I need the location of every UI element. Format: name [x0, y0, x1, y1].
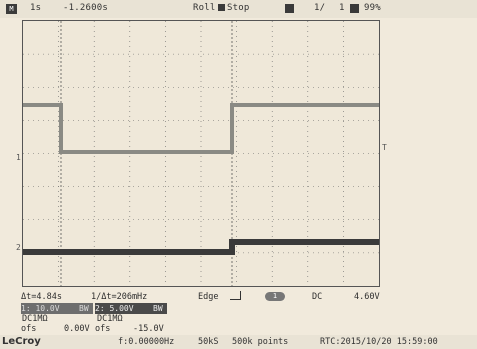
ch1-trace [23, 103, 379, 154]
camera-icon[interactable] [285, 4, 294, 13]
trigger-level-marker[interactable]: T [382, 143, 387, 152]
ch1-scale: 1: 10.0V [21, 304, 60, 313]
top-status-bar: M 1s -1.2600s Roll Stop 1/ 1 99% [0, 0, 477, 18]
ch1-offset: 0.00V [64, 324, 90, 334]
waveform-grid[interactable] [22, 20, 380, 287]
waveform-plot [23, 21, 379, 286]
ch1-ground-marker[interactable]: 1 [16, 153, 21, 162]
math-icon[interactable]: M [6, 4, 17, 14]
zoom-value: 99% [364, 3, 381, 13]
record-points: 500k points [232, 337, 289, 347]
trigger-source-badge[interactable]: 1 [265, 292, 285, 301]
ch2-ground-marker[interactable]: 2 [16, 243, 21, 252]
ch1-scale-box[interactable]: 1: 10.0V BW [21, 303, 93, 314]
battery-icon [350, 4, 359, 13]
frequency-readout: f:0.00000Hz [118, 337, 175, 347]
ch2-offset: -15.0V [133, 324, 164, 334]
acq-count: 1/ [314, 3, 326, 13]
trigger-type[interactable]: Edge [198, 292, 219, 302]
stop-indicator[interactable]: Stop [218, 3, 249, 13]
ch2-coupling: DC1MΩ [97, 314, 123, 324]
trigger-coupling[interactable]: DC [312, 292, 323, 302]
ch2-scale-box[interactable]: 2: 5.00V BW [95, 303, 167, 314]
rtc-clock: RTC:2015/10/20 15:59:00 [320, 337, 438, 347]
ch2-trace [23, 239, 379, 255]
timebase-value[interactable]: 1s [30, 3, 42, 13]
mode-roll[interactable]: Roll [193, 3, 216, 13]
ch1-coupling: DC1MΩ [22, 314, 48, 324]
stop-icon [218, 4, 225, 11]
inverse-delta-t-readout: 1/Δt=206mHz [91, 292, 148, 302]
ch1-bw-label: BW [79, 304, 89, 313]
brand-logo: LeCroy [2, 336, 41, 347]
mode-stop: Stop [227, 3, 250, 13]
delay-value[interactable]: -1.2600s [63, 3, 108, 13]
sample-rate: 50kS [198, 337, 219, 347]
trigger-level[interactable]: 4.60V [354, 292, 380, 302]
bottom-status-bar: LeCroy f:0.00000Hz 50kS 500k points RTC:… [0, 335, 477, 349]
ch1-offset-label: ofs [21, 324, 37, 334]
ch2-bw-label: BW [153, 304, 163, 313]
ch2-offset-label: ofs [95, 324, 111, 334]
delta-t-readout: Δt=4.84s [21, 292, 62, 302]
ch2-scale: 2: 5.00V [95, 304, 134, 313]
trigger-edge-icon [230, 291, 241, 300]
acq-count-total: 1 [339, 3, 345, 13]
